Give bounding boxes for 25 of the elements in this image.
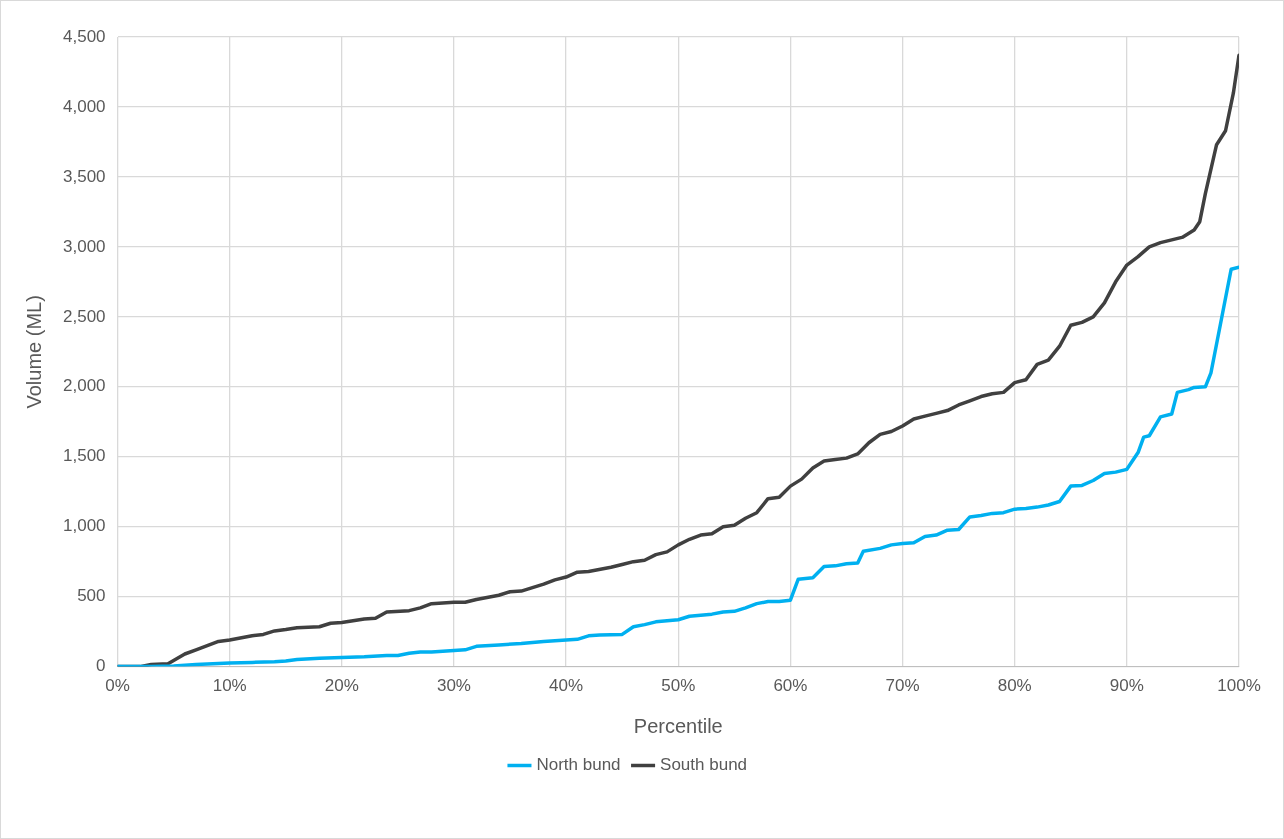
x-tick-label: 0%: [105, 676, 130, 696]
legend-label: North bund: [536, 755, 621, 775]
y-tick-label: 4,500: [62, 26, 106, 46]
legend-label: South bund: [660, 755, 748, 775]
y-tick-label: 1,500: [62, 446, 106, 466]
x-tick-label: 90%: [1109, 676, 1144, 696]
x-tick-label: 70%: [885, 676, 920, 696]
x-tick-label: 80%: [997, 676, 1032, 696]
x-tick-label: 60%: [773, 676, 808, 696]
y-axis-title: Volume (ML): [22, 295, 45, 409]
x-tick-label: 50%: [661, 676, 696, 696]
y-tick-label: 4,000: [62, 96, 106, 116]
y-tick-label: 2,500: [62, 306, 106, 326]
y-tick-label: 500: [77, 586, 106, 606]
x-tick-label: 10%: [212, 676, 247, 696]
y-tick-label: 0: [96, 656, 106, 676]
y-tick-label: 3,500: [62, 166, 106, 186]
y-tick-label: 3,000: [62, 236, 106, 256]
x-tick-label: 20%: [324, 676, 359, 696]
x-tick-label: 30%: [436, 676, 471, 696]
x-tick-label: 100%: [1217, 676, 1261, 696]
x-axis-title: Percentile: [633, 714, 723, 737]
y-tick-label: 1,000: [62, 516, 106, 536]
x-tick-label: 40%: [549, 676, 584, 696]
y-tick-label: 2,000: [62, 376, 106, 396]
